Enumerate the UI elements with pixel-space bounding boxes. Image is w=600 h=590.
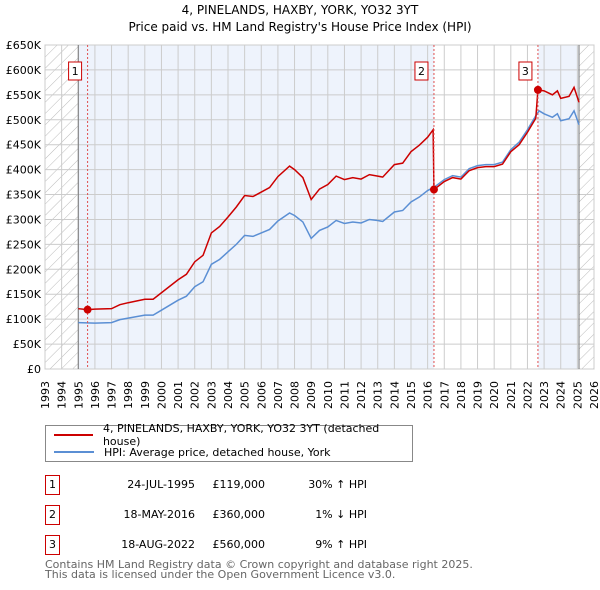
sale-marker-badge: 3 <box>45 535 60 555</box>
sale-row: 3 18-AUG-2022 £560,000 9% ↑ HPI <box>45 535 465 555</box>
x-tick-label: 2001 <box>172 381 185 409</box>
sale-marker-badge: 1 <box>45 475 60 495</box>
sale-date: 24-JUL-1995 <box>127 478 195 491</box>
x-tick-label: 2003 <box>205 381 218 409</box>
sale-label-box <box>518 61 533 81</box>
x-tick-label: 2007 <box>272 381 285 409</box>
y-tick-label: £0 <box>27 363 41 376</box>
sale-hpi-diff: 30% ↑ HPI <box>308 478 367 491</box>
x-tick-label: 2009 <box>305 381 318 409</box>
x-tick-label: 2008 <box>289 381 302 409</box>
sale-label-box <box>414 61 429 81</box>
x-tick-label: 2021 <box>505 381 518 409</box>
legend-swatch-blue <box>54 451 94 453</box>
sale-row: 2 18-MAY-2016 £360,000 1% ↓ HPI <box>45 505 465 525</box>
price-paid-line <box>78 85 580 311</box>
x-tick-label: 1994 <box>56 381 69 409</box>
x-tick-label: 2023 <box>538 381 551 409</box>
shaded-ownership-region <box>78 45 434 369</box>
y-tick-label: £200K <box>6 263 42 276</box>
y-tick-label: £300K <box>6 213 42 226</box>
legend-label: HPI: Average price, detached house, York <box>104 445 331 459</box>
x-tick-label: 2019 <box>472 381 485 409</box>
x-tick-label: 2015 <box>405 381 418 409</box>
sale-marker-badge: 2 <box>45 505 60 525</box>
x-tick-label: 2004 <box>222 381 235 409</box>
x-tick-label: 1999 <box>139 381 152 409</box>
sale-price: £119,000 <box>212 478 266 491</box>
x-tick-label: 1997 <box>106 381 119 409</box>
chart-subtitle: Price paid vs. HM Land Registry's House … <box>128 20 471 34</box>
x-tick-label: 2006 <box>255 381 268 409</box>
sale-date: 18-MAY-2016 <box>123 508 195 521</box>
chart-title: 4, PINELANDS, HAXBY, YORK, YO32 3YT <box>182 3 419 17</box>
sale-label: 1 <box>72 65 79 78</box>
x-tick-label: 2013 <box>372 381 385 409</box>
x-tick-label: 2018 <box>455 381 468 409</box>
x-tick-label: 2017 <box>438 381 451 409</box>
sale-point <box>83 305 92 314</box>
sale-hpi-diff: 9% ↑ HPI <box>315 538 367 551</box>
sale-price: £360,000 <box>212 508 266 521</box>
y-tick-label: £250K <box>6 238 42 251</box>
x-tick-label: 2002 <box>189 381 202 409</box>
x-tick-label: 2025 <box>571 381 584 409</box>
x-tick-label: 1995 <box>72 381 85 409</box>
x-tick-label: 1998 <box>122 381 135 409</box>
legend-item-property: 4, PINELANDS, HAXBY, YORK, YO32 3YT (det… <box>54 422 412 448</box>
sale-date: 18-AUG-2022 <box>121 538 195 551</box>
sale-price: £560,000 <box>212 538 266 551</box>
y-tick-label: £400K <box>6 164 42 177</box>
x-tick-label: 2020 <box>488 381 501 409</box>
x-tick-label: 2024 <box>555 381 568 409</box>
x-tick-label: 2010 <box>322 381 335 409</box>
sale-point <box>533 85 542 94</box>
hpi-line <box>78 109 580 324</box>
hatched-no-data-region <box>579 45 594 369</box>
x-tick-label: 1993 <box>39 381 52 409</box>
x-tick-label: 2022 <box>521 381 534 409</box>
legend-label: 4, PINELANDS, HAXBY, YORK, YO32 3YT (det… <box>102 422 380 448</box>
x-tick-label: 2014 <box>388 381 401 409</box>
plot-border <box>44 44 595 370</box>
sale-point <box>429 185 438 194</box>
y-tick-label: £50K <box>13 338 42 351</box>
shaded-ownership-region <box>537 45 580 369</box>
legend-swatch-red <box>54 434 93 436</box>
y-tick-label: £100K <box>6 313 42 326</box>
x-tick-label: 2016 <box>422 381 435 409</box>
y-tick-label: £500K <box>6 114 42 127</box>
x-tick-label: 2005 <box>239 381 252 409</box>
footer: Contains HM Land Registry data © Crown c… <box>45 558 473 581</box>
sale-row: 1 24-JUL-1995 £119,000 30% ↑ HPI <box>45 475 465 495</box>
sale-label: 2 <box>418 65 425 78</box>
sale-label: 3 <box>522 65 529 78</box>
y-tick-label: £600K <box>6 64 42 77</box>
sale-hpi-diff: 1% ↓ HPI <box>315 508 367 521</box>
legend: 4, PINELANDS, HAXBY, YORK, YO32 3YT (det… <box>45 422 413 462</box>
x-tick-label: 2000 <box>155 381 168 409</box>
price-chart: 4, PINELANDS, HAXBY, YORK, YO32 3YT Pric… <box>6 3 600 409</box>
x-tick-label: 2012 <box>355 381 368 409</box>
footer-line: This data is licensed under the Open Gov… <box>45 568 396 581</box>
y-tick-label: £450K <box>6 139 42 152</box>
y-tick-label: £550K <box>6 89 42 102</box>
legend-item-hpi: HPI: Average price, detached house, York <box>54 444 331 460</box>
y-tick-label: £650K <box>6 39 42 52</box>
footer-line: Contains HM Land Registry data © Crown c… <box>45 558 473 571</box>
x-tick-label: 2011 <box>338 381 351 409</box>
x-tick-label: 1996 <box>89 381 102 409</box>
x-tick-label: 2026 <box>588 381 600 409</box>
y-tick-label: £150K <box>6 288 42 301</box>
sale-label-box <box>68 61 83 81</box>
y-tick-label: £350K <box>6 189 42 202</box>
